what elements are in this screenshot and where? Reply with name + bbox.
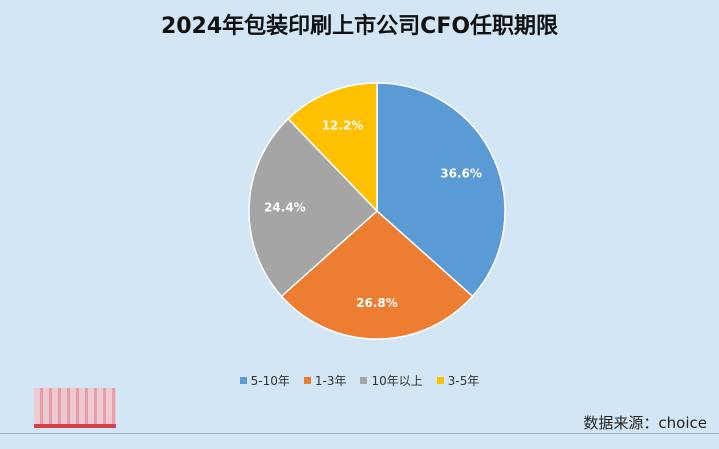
data-source: 数据来源：choice	[583, 414, 707, 432]
pie-slice-3-5	[287, 82, 378, 213]
legend-label-3-5: 3-5年	[447, 374, 480, 388]
logo-watermark	[34, 388, 116, 428]
pie-slice-10-plus	[248, 117, 379, 298]
data-label-3-5: 12.2%	[322, 119, 364, 133]
pie-slice-1-3	[280, 209, 474, 340]
data-label-5-10: 36.6%	[440, 166, 482, 180]
legend: 5-10年 1-3年 10年以上 3-5年	[0, 372, 719, 389]
legend-swatch-10-plus	[360, 377, 368, 384]
bottom-divider	[0, 433, 719, 434]
legend-label-1-3: 1-3年	[314, 374, 347, 388]
legend-item-3-5: 3-5年	[436, 372, 480, 389]
legend-label-10-plus: 10年以上	[371, 374, 423, 388]
legend-swatch-5-10	[239, 377, 247, 384]
data-label-1-3: 26.8%	[356, 296, 398, 310]
legend-swatch-1-3	[303, 377, 311, 384]
legend-item-10-plus: 10年以上	[360, 372, 423, 389]
legend-swatch-3-5	[436, 377, 444, 384]
chart-title: 2024年包装印刷上市公司CFO任职期限	[160, 14, 559, 39]
legend-item-1-3: 1-3年	[303, 372, 347, 389]
data-label-10-plus: 24.4%	[264, 201, 306, 215]
legend-label-5-10: 5-10年	[250, 374, 290, 388]
pie-slice-5-10	[376, 82, 506, 298]
legend-item-5-10: 5-10年	[239, 372, 290, 389]
